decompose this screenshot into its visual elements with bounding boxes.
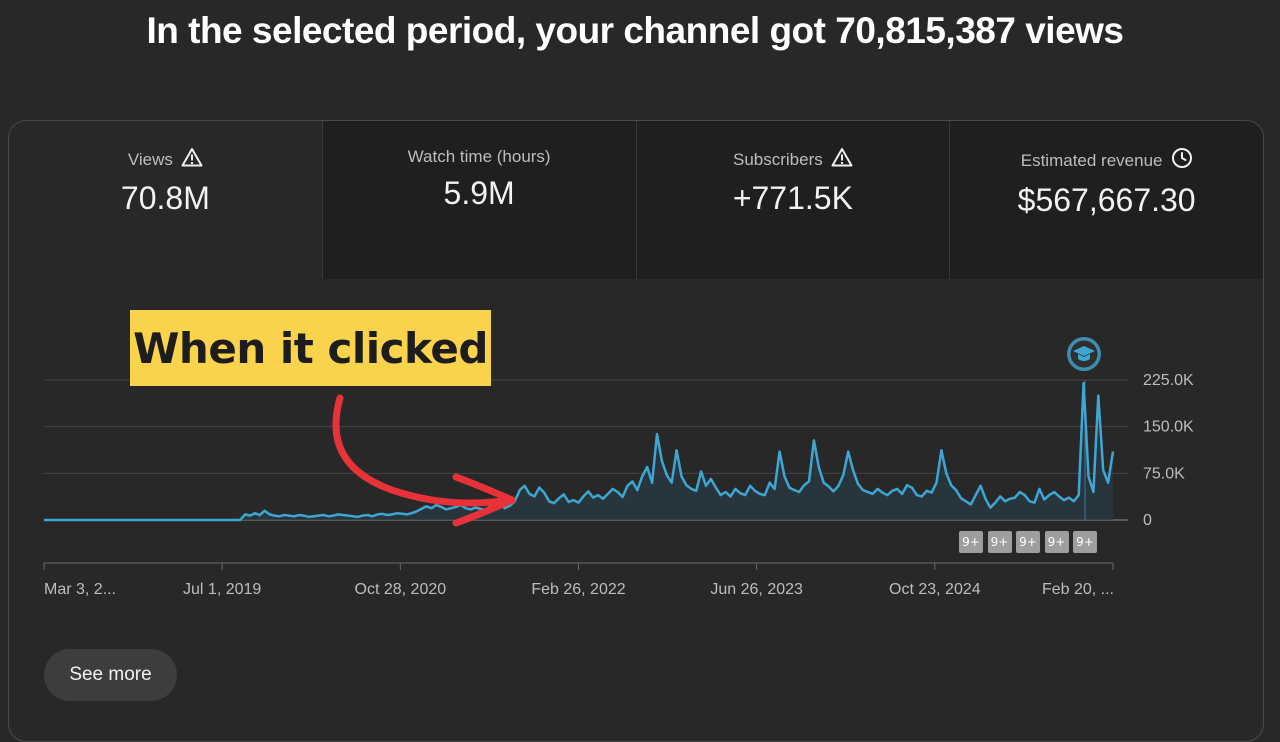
tab-revenue-value: $567,667.30: [1017, 182, 1196, 218]
metric-label-views: Views: [128, 147, 203, 172]
x-tick-label: Feb 26, 2022: [531, 581, 625, 598]
milestone-marker[interactable]: [1067, 337, 1101, 371]
event-badge[interactable]: 9+: [1044, 531, 1069, 553]
graduation-cap-icon: [1073, 346, 1095, 361]
x-tick-label: Oct 23, 2024: [889, 581, 981, 598]
metric-label-subs: Subscribers: [733, 147, 853, 172]
tab-revenue[interactable]: Estimated revenue $567,667.30: [949, 121, 1263, 279]
tab-subscribers[interactable]: Subscribers +771.5K: [635, 121, 950, 279]
y-tick-label: 0: [1143, 512, 1152, 529]
views-line: [44, 381, 1115, 522]
metric-tabs: Views 70.8M Watch time (hours) 5.9M Subs…: [9, 121, 1263, 279]
x-tick-label: Oct 28, 2020: [355, 581, 447, 598]
tab-revenue-label: Estimated revenue: [1020, 150, 1163, 170]
views-area: [44, 383, 1113, 520]
x-tick-label: Jun 26, 2023: [710, 581, 803, 598]
warning-icon: [181, 147, 203, 172]
y-tick-label: 150.0K: [1143, 419, 1194, 436]
clock-icon: [1171, 147, 1193, 174]
analytics-card: Views 70.8M Watch time (hours) 5.9M Subs…: [8, 120, 1264, 742]
tab-subscribers-label: Subscribers: [732, 149, 823, 169]
x-tick-label: Feb 20, ...: [1042, 581, 1114, 598]
tab-watch-time-label: Watch time (hours): [407, 147, 551, 166]
page-title: In the selected period, your channel got…: [146, 10, 1124, 51]
tab-views-label: Views: [127, 149, 173, 169]
see-more-button[interactable]: See more: [44, 649, 177, 701]
tab-watch-time[interactable]: Watch time (hours) 5.9M: [321, 121, 636, 279]
tab-views-value: 70.8M: [120, 180, 210, 216]
event-badge[interactable]: 9+: [987, 531, 1012, 553]
event-badge[interactable]: 9+: [959, 531, 983, 553]
warning-icon: [831, 147, 853, 172]
metric-label-watch: Watch time (hours): [408, 147, 551, 167]
x-tick-label: Jul 1, 2019: [183, 581, 261, 598]
metric-label-revenue: Estimated revenue: [1021, 147, 1193, 174]
y-tick-label: 225.0K: [1143, 372, 1194, 389]
annotation-arrow: [332, 394, 516, 527]
tab-subscribers-value: +771.5K: [732, 180, 853, 216]
x-tick-label: Mar 3, 2...: [44, 581, 116, 598]
y-tick-label: 75.0K: [1143, 465, 1185, 482]
event-badge[interactable]: 9+: [1016, 531, 1040, 553]
tab-views[interactable]: Views 70.8M: [9, 121, 322, 279]
event-badge[interactable]: 9+: [1073, 531, 1097, 553]
tab-watch-time-value: 5.9M: [443, 175, 515, 211]
annotation-callout: When it clicked: [130, 310, 491, 386]
